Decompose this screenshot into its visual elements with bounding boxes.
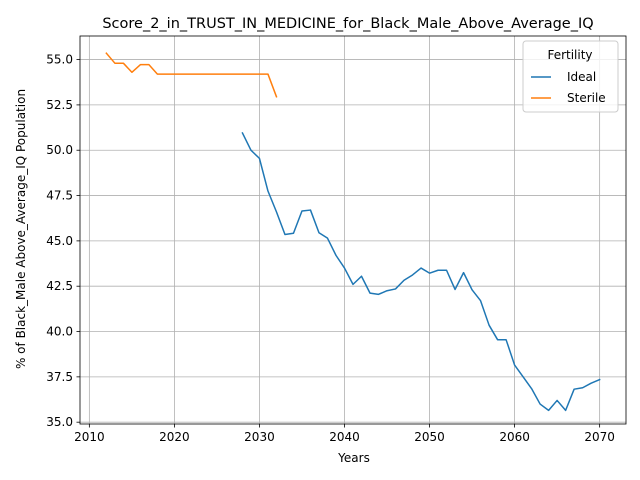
legend-label-sterile: Sterile	[567, 91, 606, 105]
y-tick-label: 40.0	[46, 325, 73, 339]
x-tick-label: 2040	[329, 430, 360, 444]
chart-title: Score_2_in_TRUST_IN_MEDICINE_for_Black_M…	[102, 16, 593, 32]
legend-title: Fertility	[547, 48, 592, 62]
y-tick-label: 37.5	[46, 370, 73, 384]
series-line-ideal	[242, 133, 599, 410]
y-tick-label: 45.0	[46, 234, 73, 248]
legend: Fertility Ideal Sterile	[523, 41, 618, 112]
x-axis-label: Years	[337, 451, 370, 465]
x-tick-label: 2060	[499, 430, 530, 444]
x-tick-label: 2050	[414, 430, 445, 444]
x-tick-label: 2010	[74, 430, 105, 444]
y-tick-label: 42.5	[46, 279, 73, 293]
x-axis-ticks: 2010 2020 2030 2040 2050 2060 2070	[74, 424, 615, 444]
y-tick-label: 50.0	[46, 143, 73, 157]
y-axis-label: % of Black_Male Above_Average_IQ Populat…	[14, 89, 28, 369]
x-tick-label: 2070	[584, 430, 615, 444]
y-tick-label: 47.5	[46, 189, 73, 203]
x-tick-label: 2020	[159, 430, 190, 444]
y-axis-ticks: 35.0 37.5 40.0 42.5 45.0 47.5 50.0 52.5 55.0	[46, 53, 80, 430]
y-tick-label: 55.0	[46, 53, 73, 67]
y-tick-label: 52.5	[46, 98, 73, 112]
x-tick-label: 2030	[244, 430, 275, 444]
legend-label-ideal: Ideal	[567, 70, 596, 84]
y-tick-label: 35.0	[46, 415, 73, 429]
